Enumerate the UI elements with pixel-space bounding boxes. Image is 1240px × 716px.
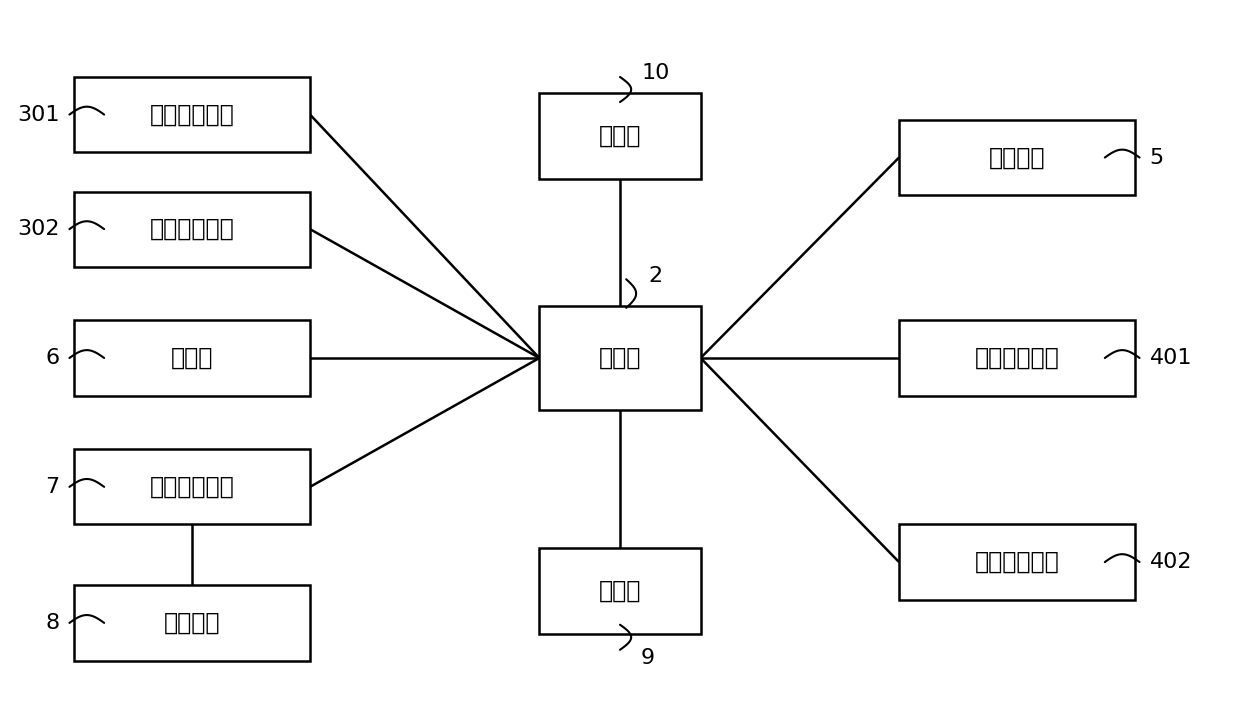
Bar <box>74 320 310 395</box>
Text: 7: 7 <box>46 477 60 497</box>
Text: 302: 302 <box>17 219 60 239</box>
Text: 数字输出模块: 数字输出模块 <box>150 475 234 499</box>
Text: 输出接口: 输出接口 <box>164 611 221 635</box>
Text: 第一反应按鈕: 第一反应按鈕 <box>975 346 1059 370</box>
Text: 401: 401 <box>1149 348 1192 368</box>
Bar <box>899 524 1135 600</box>
Bar <box>899 120 1135 195</box>
Text: 第二组信号灯: 第二组信号灯 <box>150 217 234 241</box>
Bar <box>74 586 310 660</box>
Text: 启动按鈕: 启动按鈕 <box>988 145 1045 170</box>
Text: 第二反应按鈕: 第二反应按鈕 <box>975 550 1059 574</box>
Text: 8: 8 <box>46 613 60 633</box>
Text: 第一组信号灯: 第一组信号灯 <box>150 102 234 127</box>
Text: 301: 301 <box>17 105 60 125</box>
Text: 6: 6 <box>46 348 60 368</box>
Bar <box>539 548 701 634</box>
Text: 402: 402 <box>1149 552 1192 572</box>
Bar <box>74 77 310 152</box>
Text: 5: 5 <box>1149 147 1163 168</box>
Text: 处理器: 处理器 <box>599 346 641 370</box>
Text: 显示屏: 显示屏 <box>171 346 213 370</box>
Text: 计时器: 计时器 <box>599 579 641 603</box>
Text: 计数器: 计数器 <box>599 124 641 148</box>
Bar <box>74 191 310 266</box>
Text: 2: 2 <box>649 266 662 286</box>
Text: 10: 10 <box>641 64 670 83</box>
Bar <box>539 306 701 410</box>
Bar <box>74 450 310 524</box>
Bar <box>899 320 1135 395</box>
Bar <box>539 93 701 179</box>
Text: 9: 9 <box>641 649 655 668</box>
